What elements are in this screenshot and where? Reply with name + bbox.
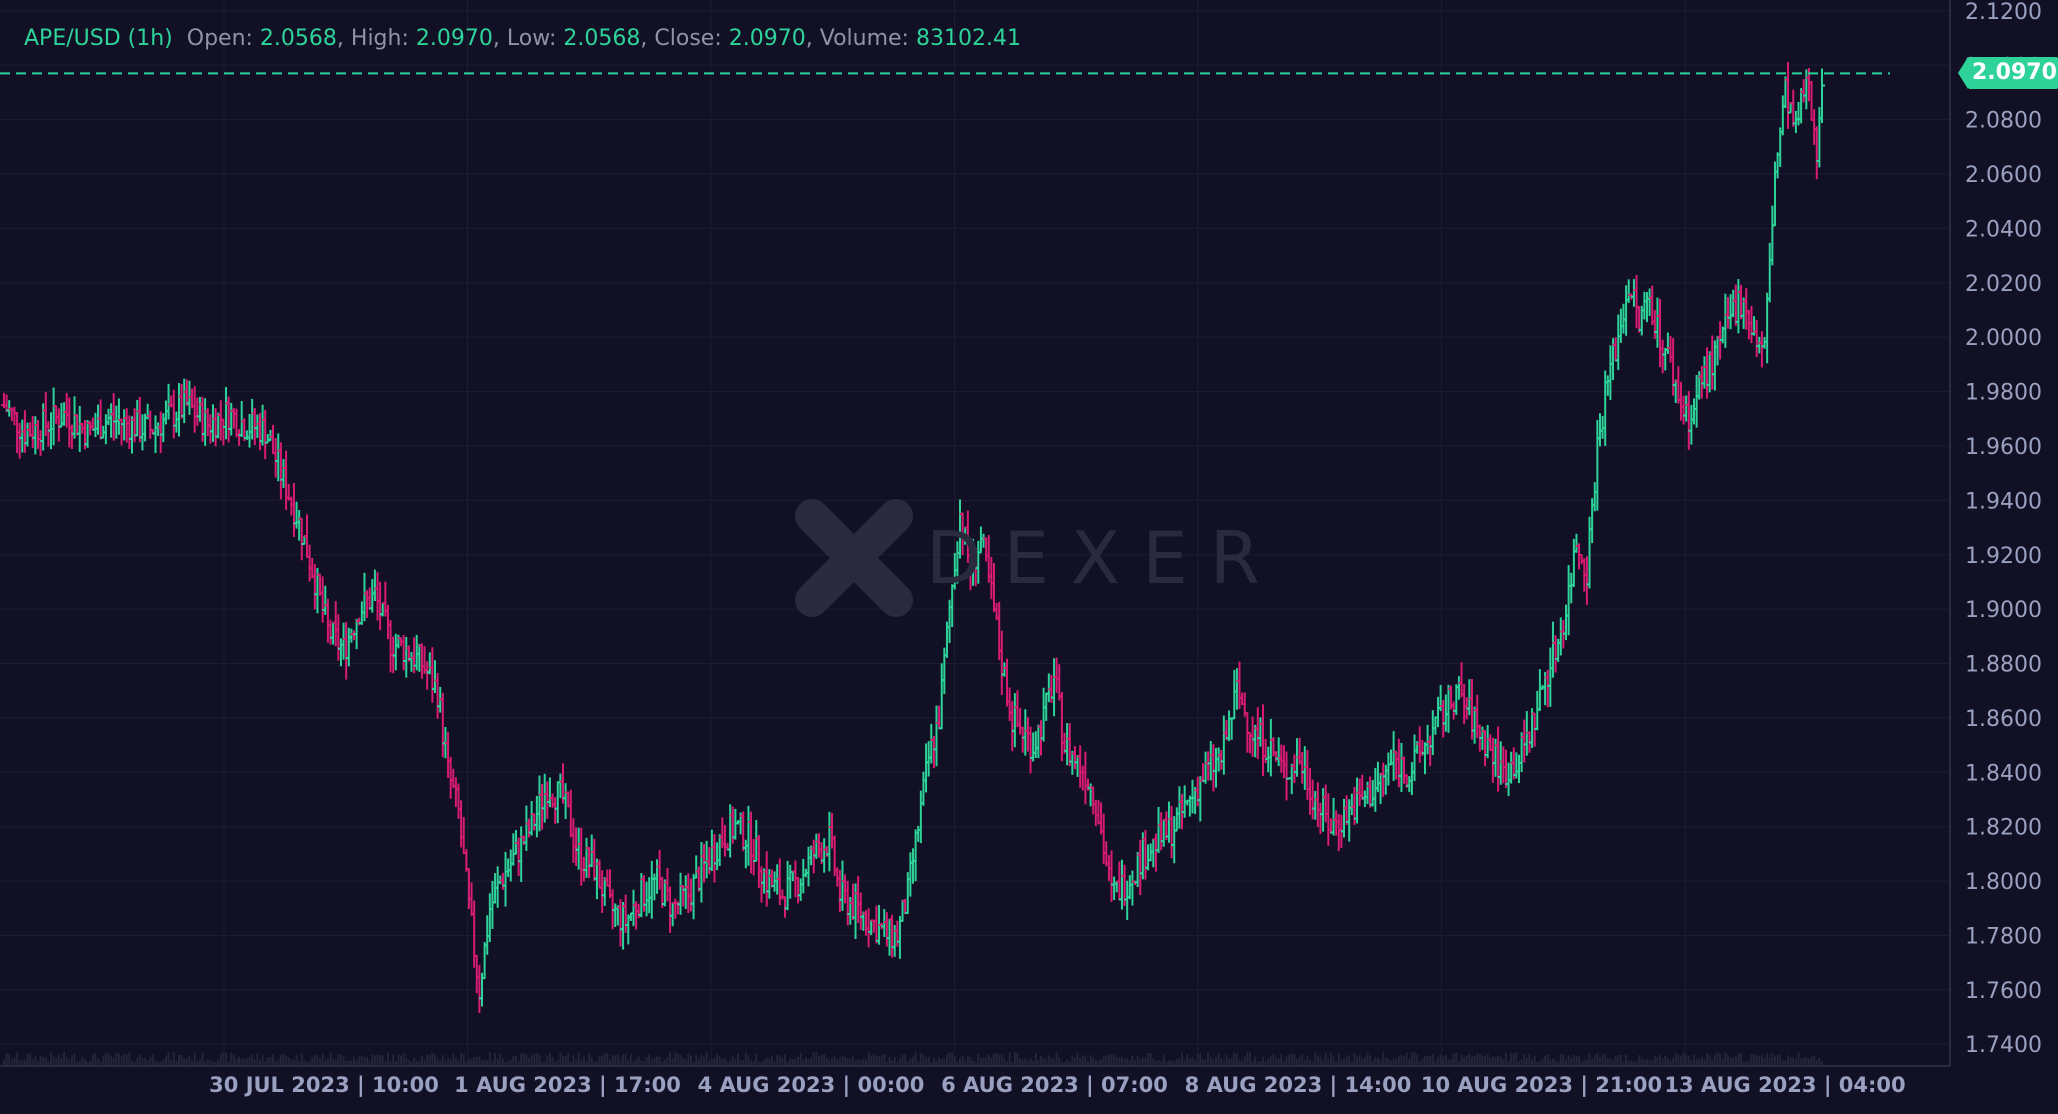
high-value: 2.0970 xyxy=(415,26,493,51)
price-tick-label: 2.0000 xyxy=(1965,326,2042,351)
ohlc-bar xyxy=(1764,292,1771,364)
low-label: Low: xyxy=(506,26,557,51)
price-tick-label: 1.8400 xyxy=(1965,761,2042,786)
price-tick-label: 2.0400 xyxy=(1965,217,2042,242)
price-tick-label: 1.9800 xyxy=(1965,381,2042,406)
symbol-label[interactable]: APE/USD (1h) xyxy=(24,26,173,51)
price-tick-label: 1.9400 xyxy=(1965,489,2042,514)
watermark-text: DEXER xyxy=(926,516,1282,600)
open-value: 2.0568 xyxy=(259,26,337,51)
price-tick-label: 1.9200 xyxy=(1965,544,2042,569)
time-tick-label: 13 AUG 2023 | 04:00 xyxy=(1664,1073,1905,1098)
time-tick-label: 4 AUG 2023 | 00:00 xyxy=(698,1073,925,1098)
volume-value: 83102.41 xyxy=(915,26,1021,51)
dexer-logo-icon xyxy=(795,499,913,617)
time-tick-label: 6 AUG 2023 | 07:00 xyxy=(941,1073,1168,1098)
close-value: 2.0970 xyxy=(728,26,806,51)
price-tick-label: 1.7800 xyxy=(1965,924,2042,949)
grid-lines xyxy=(0,0,1950,1066)
price-tick-label: 1.8600 xyxy=(1965,707,2042,732)
price-tick-label: 1.9000 xyxy=(1965,598,2042,623)
volume-label: Volume: xyxy=(819,26,909,51)
time-tick-label: 8 AUG 2023 | 14:00 xyxy=(1185,1073,1412,1098)
price-tick-label: 2.1200 xyxy=(1965,0,2042,25)
price-tick-label: 1.7400 xyxy=(1965,1033,2042,1058)
price-tick-label: 1.8000 xyxy=(1965,870,2042,895)
price-axis[interactable]: 1.7400 1.7600 1.7800 1.8000 1.8200 1.8400 1.86… xyxy=(1965,0,2042,1058)
time-tick-label: 10 AUG 2023 | 21:00 xyxy=(1421,1073,1662,1098)
close-label: Close: xyxy=(654,26,722,51)
ohlc-bar xyxy=(1819,68,1825,124)
volume-bars xyxy=(3,1052,1823,1066)
price-tick-label: 1.9600 xyxy=(1965,435,2042,460)
time-tick-label: 1 AUG 2023 | 17:00 xyxy=(454,1073,681,1098)
price-tick-label: 2.0200 xyxy=(1965,272,2042,297)
price-tick-label: 1.8800 xyxy=(1965,653,2042,678)
open-label: Open: xyxy=(186,26,253,51)
price-tick-label: 2.0800 xyxy=(1965,109,2042,134)
price-tick-label: 2.0600 xyxy=(1965,163,2042,188)
dexer-watermark: DEXER xyxy=(788,492,1282,624)
time-axis[interactable]: 30 JUL 2023 | 10:00 1 AUG 2023 | 17:00 4 A… xyxy=(209,1073,1906,1098)
low-value: 2.0568 xyxy=(563,26,641,51)
high-label: High: xyxy=(350,26,409,51)
ohlc-legend: APE/USD (1h) Open: 2.0568, High: 2.0970, … xyxy=(24,26,1021,51)
last-price-tag: 2.0970 xyxy=(1958,57,2058,90)
last-price-value: 2.0970 xyxy=(1972,60,2057,86)
ohlc-bars xyxy=(1,61,1825,1014)
price-tick-label: 1.8200 xyxy=(1965,816,2042,841)
price-tick-label: 1.7600 xyxy=(1965,979,2042,1004)
time-tick-label: 30 JUL 2023 | 10:00 xyxy=(209,1073,439,1098)
